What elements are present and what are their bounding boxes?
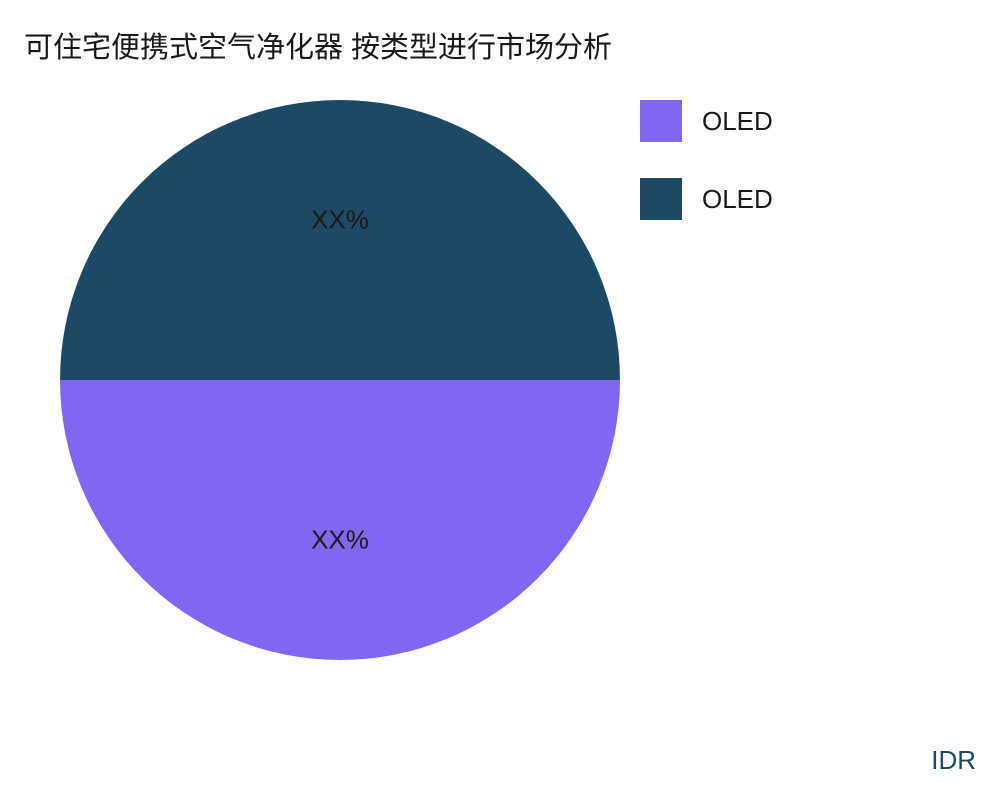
footer-text: IDR: [931, 745, 976, 776]
pie-svg: [60, 100, 620, 660]
legend: OLED OLED: [640, 100, 773, 256]
legend-label: OLED: [702, 184, 773, 215]
legend-item: OLED: [640, 178, 773, 220]
pie-slice-top: [60, 100, 620, 380]
pie-slice-bottom: [60, 380, 620, 660]
legend-item: OLED: [640, 100, 773, 142]
pie-chart: XX% XX%: [60, 100, 620, 660]
slice-label-bottom: XX%: [311, 525, 369, 556]
chart-title: 可住宅便携式空气净化器 按类型进行市场分析: [24, 24, 612, 66]
legend-swatch: [640, 178, 682, 220]
legend-label: OLED: [702, 106, 773, 137]
legend-swatch: [640, 100, 682, 142]
slice-label-top: XX%: [311, 205, 369, 236]
